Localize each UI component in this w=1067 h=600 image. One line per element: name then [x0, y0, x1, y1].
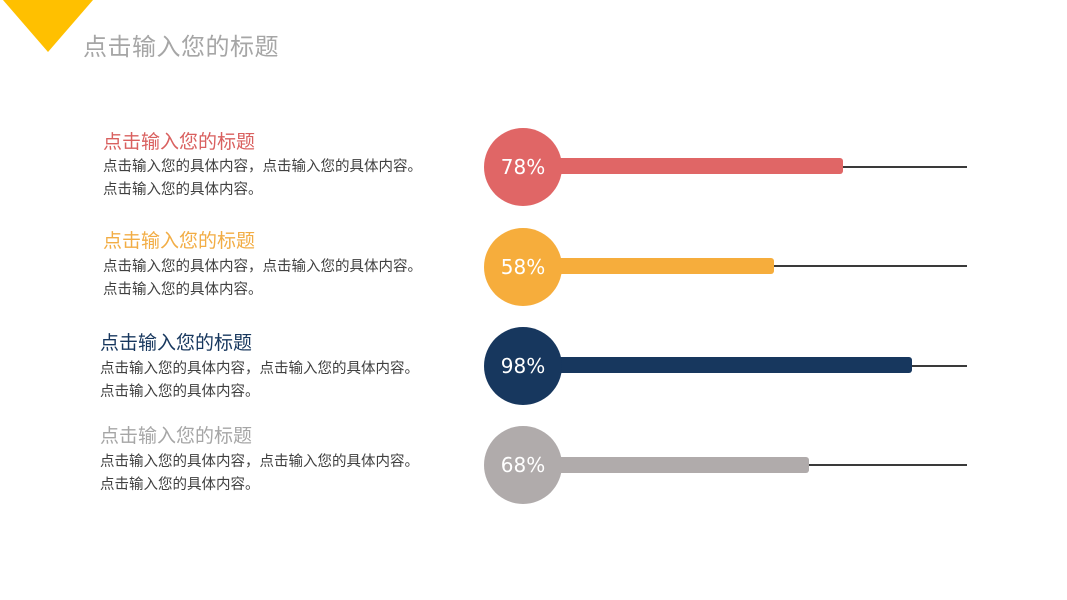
progress-bar: [522, 457, 809, 473]
progress-item-2: 点击输入您的标题 点击输入您的具体内容，点击输入您的具体内容。点击输入您的具体内…: [0, 224, 1067, 314]
percentage-circle: 98%: [484, 327, 562, 405]
progress-item-3: 点击输入您的标题 点击输入您的具体内容，点击输入您的具体内容。点击输入您的具体内…: [0, 326, 1067, 416]
page-title: 点击输入您的标题: [83, 33, 279, 61]
progress-item-4: 点击输入您的标题 点击输入您的具体内容，点击输入您的具体内容。点击输入您的具体内…: [0, 419, 1067, 509]
item-title: 点击输入您的标题: [103, 230, 256, 252]
percentage-circle: 68%: [484, 426, 562, 504]
progress-bar: [522, 158, 843, 174]
item-description: 点击输入您的具体内容，点击输入您的具体内容。点击输入您的具体内容。: [103, 259, 422, 298]
item-title: 点击输入您的标题: [103, 131, 256, 153]
percentage-circle: 78%: [484, 128, 562, 206]
item-title: 点击输入您的标题: [100, 332, 253, 354]
item-description: 点击输入您的具体内容，点击输入您的具体内容。点击输入您的具体内容。: [100, 454, 419, 493]
item-description: 点击输入您的具体内容，点击输入您的具体内容。点击输入您的具体内容。: [103, 159, 422, 198]
progress-item-1: 点击输入您的标题 点击输入您的具体内容，点击输入您的具体内容。点击输入您的具体内…: [0, 125, 1067, 215]
progress-bar: [522, 357, 912, 373]
percentage-circle: 58%: [484, 228, 562, 306]
item-title: 点击输入您的标题: [100, 425, 253, 447]
progress-bar: [522, 258, 774, 274]
corner-accent-triangle: [3, 0, 93, 52]
item-description: 点击输入您的具体内容，点击输入您的具体内容。点击输入您的具体内容。: [100, 361, 419, 400]
